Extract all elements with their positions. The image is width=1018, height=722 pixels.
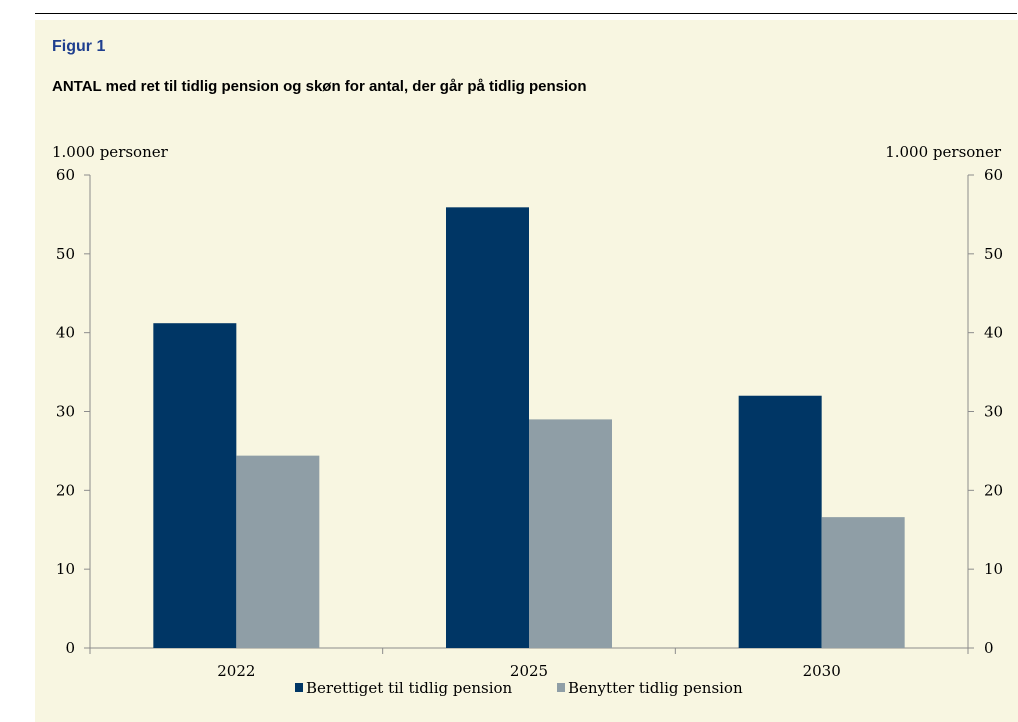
y-tick-label-left: 20 [56, 481, 75, 499]
y-tick-label-right: 50 [984, 245, 1003, 263]
legend-label: Berettiget til tidlig pension [306, 679, 513, 697]
y-tick-label-right: 30 [984, 403, 1003, 421]
legend-swatch [557, 683, 565, 692]
bars [153, 207, 905, 649]
y-tick-label-left: 10 [56, 560, 75, 578]
y-axis-label-right: 1.000 personer [885, 143, 1002, 161]
y-tick-label-right: 20 [984, 481, 1003, 499]
x-tick-label: 2022 [217, 662, 255, 680]
y-tick-label-right: 40 [984, 324, 1003, 342]
x-tick-label: 2030 [803, 662, 841, 680]
y-tick-label-right: 10 [984, 560, 1003, 578]
bar-berettiget-2025 [446, 207, 529, 649]
y-tick-label-right: 60 [984, 166, 1003, 184]
y-tick-label-left: 30 [56, 403, 75, 421]
figure-title: ANTAL med ret til tidlig pension og skøn… [52, 78, 587, 95]
bar-benytter-2025 [529, 419, 612, 648]
bar-benytter-2022 [236, 455, 320, 648]
legend: Berettiget til tidlig pension Benytter ti… [295, 679, 743, 697]
y-axis-label-left: 1.000 personer [52, 143, 169, 161]
y-tick-label-left: 60 [56, 166, 75, 184]
bar-berettiget-2030 [738, 395, 822, 648]
top-rule [35, 13, 1017, 14]
y-tick-label-left: 50 [56, 245, 75, 263]
x-tick-label: 2025 [510, 662, 548, 680]
y-tick-label-right: 0 [984, 639, 994, 657]
legend-label: Benytter tidlig pension [568, 679, 743, 697]
y-tick-label-left: 0 [65, 639, 75, 657]
bar-berettiget-2022 [153, 323, 237, 648]
bar-benytter-2030 [821, 517, 905, 648]
y-tick-label-left: 40 [56, 324, 75, 342]
figure-label: Figur 1 [52, 38, 106, 55]
legend-swatch [295, 683, 303, 692]
